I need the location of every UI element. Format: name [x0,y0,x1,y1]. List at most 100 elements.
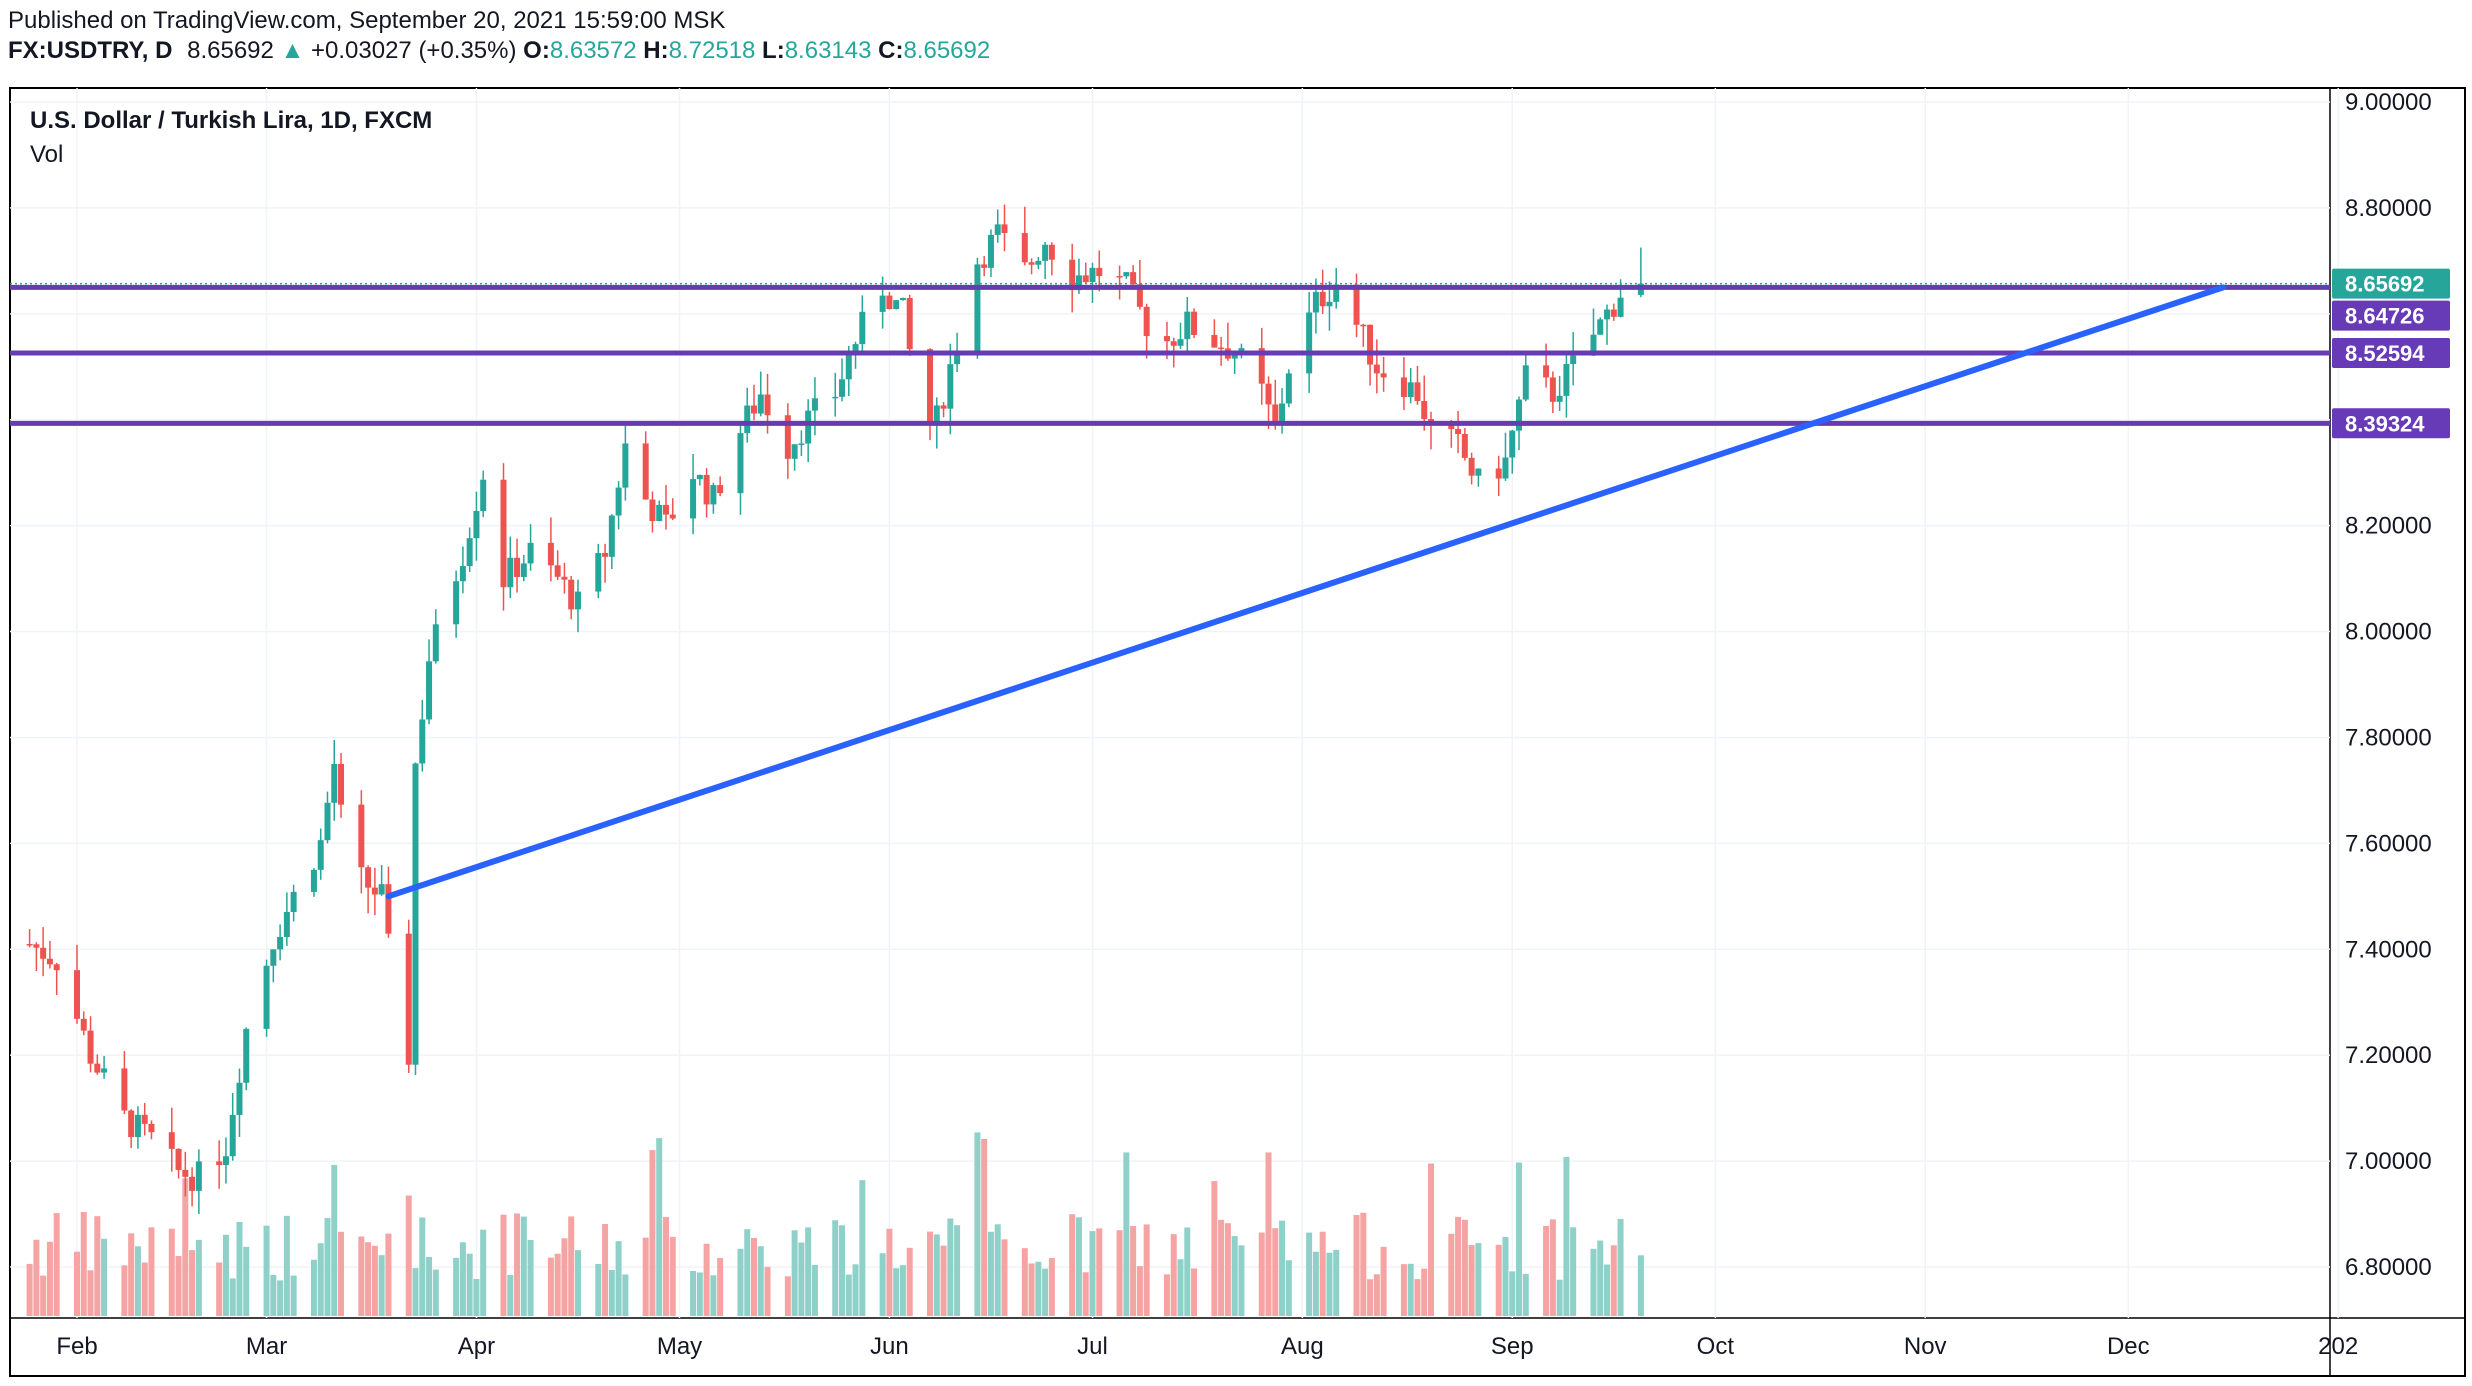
high-value: 8.72518 [668,37,756,64]
candle-body [310,869,317,892]
candle-body [764,394,771,416]
candle-body [87,1030,94,1064]
price-tag-label: 8.52594 [2345,341,2425,366]
open-label: O: [523,37,550,64]
candle-body [1279,403,1286,425]
volume-bar [622,1274,629,1316]
volume-bar [1610,1245,1617,1316]
volume-bar [1597,1240,1604,1316]
candle-body [432,624,439,662]
candle-body [574,591,581,610]
price-axis[interactable]: 9.000008.800008.600008.400008.200008.000… [2345,89,2432,1281]
volume-bar [1509,1271,1516,1316]
candle-body [1333,284,1340,302]
candle-body [1170,341,1177,346]
volume-bar [148,1227,155,1316]
volume-bar [1143,1224,1150,1316]
candle-body [1021,233,1028,263]
candle-body [615,487,622,516]
y-tick-label: 8.00000 [2345,619,2432,646]
candle-body [53,964,60,971]
candle-body [459,566,466,582]
volume-bar [798,1242,805,1316]
volume-bar [710,1275,717,1316]
volume-bar [974,1132,981,1316]
volume-bar [317,1243,324,1316]
volume-bar [1319,1231,1326,1316]
y-tick-label: 7.40000 [2345,936,2432,963]
candle-body [974,264,981,351]
volume-bar [1265,1152,1272,1316]
time-axis[interactable]: Feb Mar Apr May Jun Jul Aug Sep Oct Nov Dec 202 [56,1333,2358,1360]
volume-bar [1590,1248,1597,1316]
volume-bar [33,1239,40,1316]
candle-body [1543,365,1550,378]
candle-body [1373,364,1380,374]
volume-bar [595,1263,602,1316]
volume-bar [1353,1214,1360,1316]
volume-bar [1218,1219,1225,1316]
price-tag-label: 8.64726 [2345,304,2425,329]
candle-body [933,405,940,426]
candle-body [182,1169,189,1177]
candle-body [737,433,744,494]
y-tick-label: 7.00000 [2345,1148,2432,1175]
volume-bar [1285,1260,1292,1316]
price-tag [2332,268,2450,299]
volume-bar [893,1268,900,1316]
volume-bar [933,1234,940,1316]
candle-body [453,581,460,625]
volume-bar [656,1138,663,1316]
candle-body [236,1082,243,1115]
volume-bar [53,1213,60,1316]
x-tick-label: 202 [2318,1333,2358,1360]
volume-bar [547,1257,554,1316]
candle-body [940,405,947,409]
volume-bar [412,1268,419,1316]
candle-body [1272,404,1279,425]
candle-body [852,344,859,356]
volume-bar [1367,1279,1374,1316]
candle-body [466,538,473,567]
candle-body [101,1068,108,1073]
candle-body [94,1063,101,1073]
volume-bar [500,1214,507,1316]
x-tick-label: Jul [1077,1333,1108,1360]
candle-body [906,297,913,350]
horizontal-levels[interactable] [10,282,2330,426]
candle-body [561,576,568,580]
volume-bar [751,1237,757,1316]
candle-body [696,474,703,480]
open-value: 8.63572 [549,37,637,64]
candle-body [1414,382,1421,401]
volume-bar [662,1217,669,1316]
volume-bar [1191,1268,1198,1316]
candle-body [134,1114,141,1138]
candles [26,204,1644,1214]
volume-bar [947,1218,954,1316]
volume-bar [811,1264,818,1316]
volume-bar [121,1265,128,1316]
candle-body [40,947,47,959]
candle-body [1285,373,1292,404]
candle-body [385,884,392,934]
candle-body [1136,284,1143,307]
volume-bar [1258,1232,1265,1316]
candle-body [568,579,575,610]
candle-body [1143,306,1150,337]
volume-bar [1326,1252,1333,1316]
volume-bar [1502,1237,1509,1316]
trendline[interactable] [385,284,2227,900]
volume-bar [1096,1228,1103,1316]
volume-bar [270,1274,277,1316]
candle-body [622,443,629,488]
volume-bar [608,1270,615,1316]
volume-bar [473,1278,480,1316]
candle-body [1096,267,1103,277]
volume-bar [453,1257,460,1316]
x-tick-label: Feb [56,1333,97,1360]
x-tick-label: Mar [246,1333,287,1360]
candle-body [602,553,609,557]
candle-body [805,410,812,444]
